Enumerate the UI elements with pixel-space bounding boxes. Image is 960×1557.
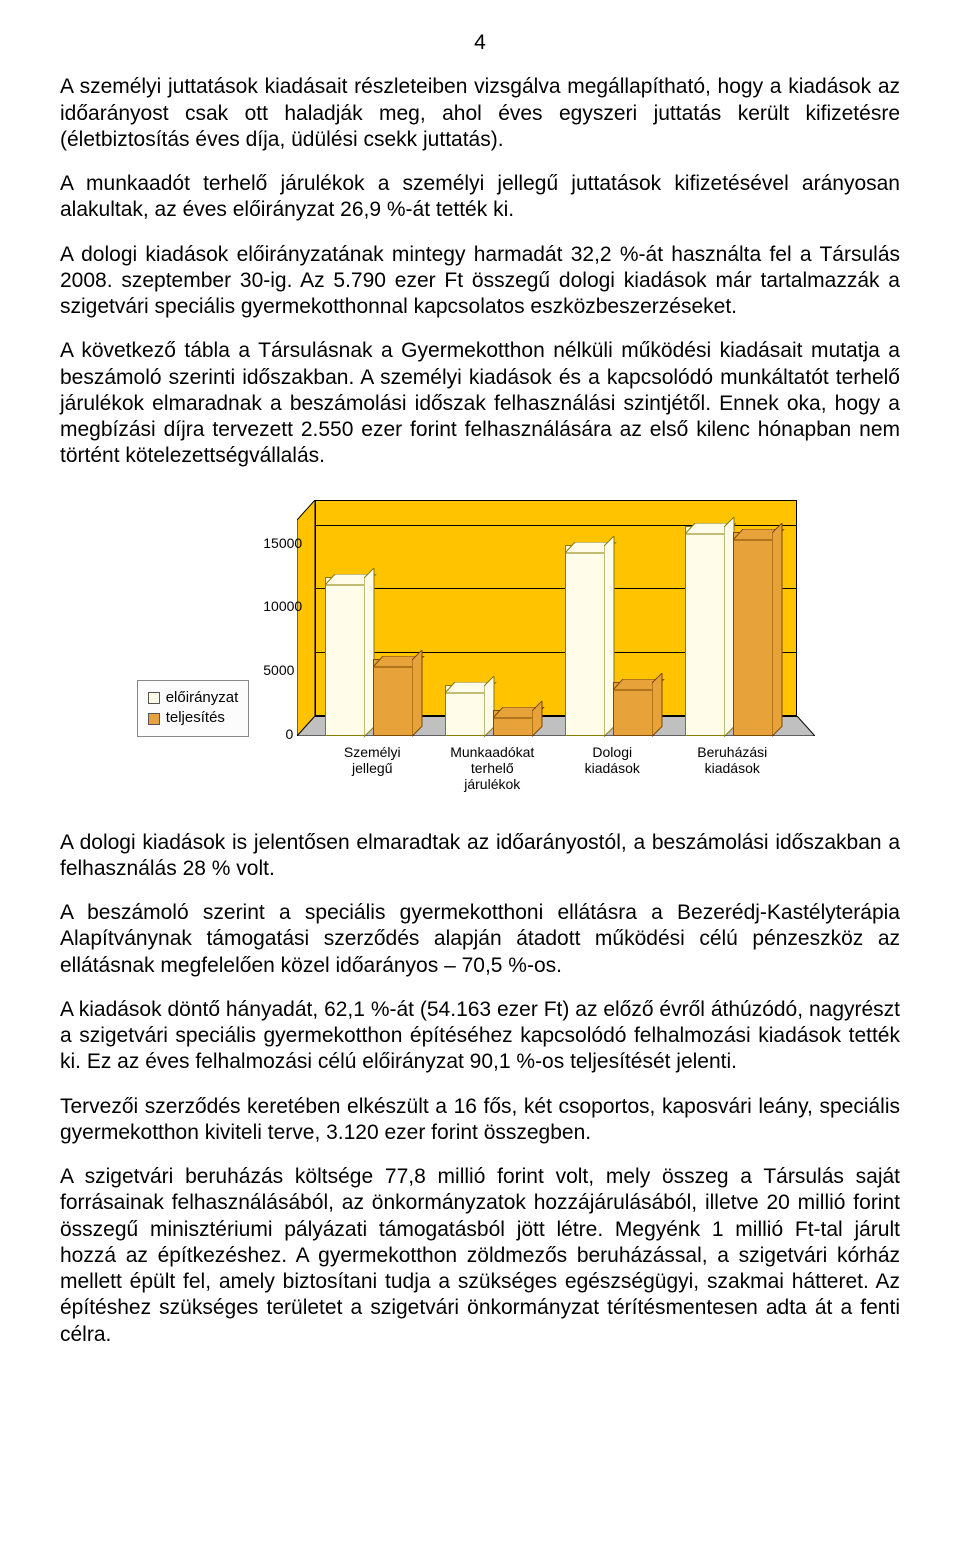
x-axis-label: Személyijellegű: [317, 744, 427, 776]
legend-label-teljesites: teljesítés: [166, 709, 225, 728]
bar-eloiranyzat: [565, 545, 605, 736]
page-number: 4: [60, 30, 900, 56]
chart-container: előirányzat teljesítés 0 5000 10000 15000 Sz…: [60, 500, 900, 790]
x-axis-label: Munkaadókatterhelőjárulékok: [437, 744, 547, 792]
paragraph-9: A szigetvári beruházás költsége 77,8 mil…: [60, 1164, 900, 1348]
bar-teljesites: [373, 659, 413, 735]
bar-teljesites: [613, 682, 653, 735]
y-axis-label: 0: [263, 726, 293, 744]
y-axis-label: 15000: [263, 535, 293, 553]
y-axis-label: 10000: [263, 598, 293, 616]
bar-eloiranyzat: [325, 577, 365, 736]
paragraph-7: A kiadások döntő hányadát, 62,1 %-át (54…: [60, 997, 900, 1076]
bar-eloiranyzat: [685, 526, 725, 736]
paragraph-4: A következő tábla a Társulásnak a Gyerme…: [60, 338, 900, 469]
y-axis-label: 5000: [263, 662, 293, 680]
paragraph-2: A munkaadót terhelő járulékok a személyi…: [60, 171, 900, 224]
paragraph-3: A dologi kiadások előirányzatának minteg…: [60, 242, 900, 321]
legend-swatch-eloiranyzat: [148, 692, 160, 704]
paragraph-1: A személyi juttatások kiadásait részlete…: [60, 74, 900, 153]
chart-legend: előirányzat teljesítés: [137, 680, 250, 738]
x-axis-label: Beruházásikiadások: [677, 744, 787, 776]
x-axis-label: Dologikiadások: [557, 744, 667, 776]
legend-item-eloiranyzat: előirányzat: [148, 689, 239, 708]
legend-item-teljesites: teljesítés: [148, 709, 239, 728]
bar-chart: 0 5000 10000 15000 Személyijellegű Munkaadóka…: [263, 500, 823, 790]
bar-teljesites: [493, 710, 533, 735]
legend-swatch-teljesites: [148, 713, 160, 725]
paragraph-6: A beszámoló szerint a speciális gyermeko…: [60, 900, 900, 979]
legend-label-eloiranyzat: előirányzat: [166, 689, 239, 708]
bar-teljesites: [733, 532, 773, 735]
paragraph-5: A dologi kiadások is jelentősen elmaradt…: [60, 830, 900, 883]
paragraph-8: Tervezői szerződés keretében elkészült a…: [60, 1094, 900, 1147]
bar-eloiranyzat: [445, 685, 485, 736]
